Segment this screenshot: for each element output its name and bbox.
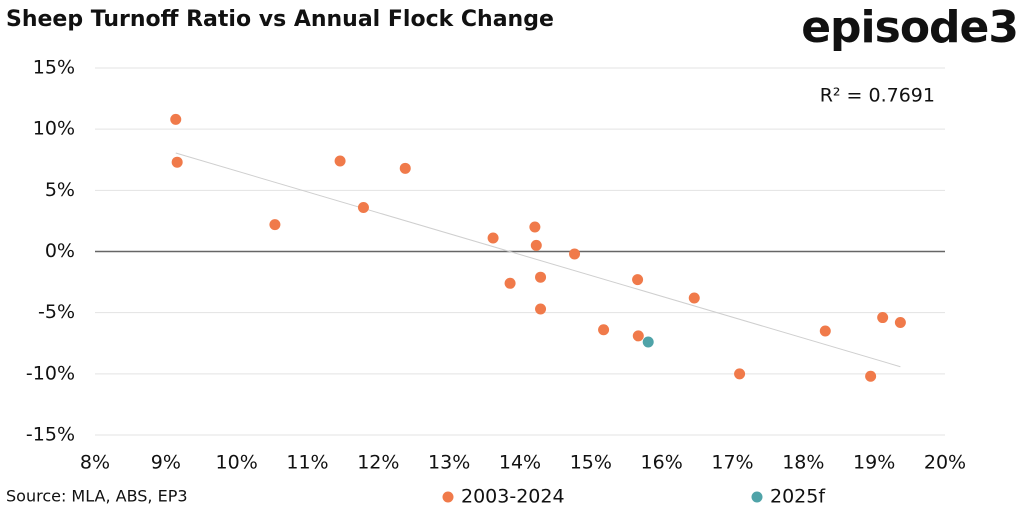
point	[535, 303, 547, 315]
y-tick-label: 5%	[45, 179, 75, 201]
x-tick-label: 9%	[151, 452, 181, 474]
trendline	[175, 152, 901, 368]
x-tick-label: 8%	[80, 452, 110, 474]
point	[357, 201, 369, 213]
x-tick-label: 15%	[570, 452, 612, 474]
point	[632, 274, 644, 286]
point	[487, 232, 499, 244]
logo: episode3	[801, 2, 1018, 53]
point	[170, 113, 182, 125]
point	[819, 325, 831, 337]
x-tick-label: 18%	[782, 452, 824, 474]
point	[569, 248, 581, 260]
y-tick-label: 10%	[33, 118, 75, 140]
point	[734, 368, 746, 380]
x-tick-label: 12%	[357, 452, 399, 474]
y-tick-label: 0%	[45, 240, 75, 262]
point	[269, 219, 281, 231]
point	[632, 330, 644, 342]
point	[894, 316, 906, 328]
y-tick-label: -10%	[26, 362, 75, 384]
point	[399, 162, 411, 174]
x-tick-label: 19%	[853, 452, 895, 474]
y-tick-label: -15%	[26, 424, 75, 446]
legend-marker	[442, 491, 454, 503]
point	[865, 370, 877, 382]
x-tick-label: 17%	[711, 452, 753, 474]
point	[530, 239, 542, 251]
point	[535, 271, 547, 283]
point	[877, 312, 889, 324]
x-tick-label: 14%	[499, 452, 541, 474]
point	[529, 221, 541, 233]
x-tick-label: 11%	[286, 452, 328, 474]
x-tick-label: 20%	[924, 452, 966, 474]
point	[688, 292, 700, 304]
chart-title: Sheep Turnoff Ratio vs Annual Flock Chan…	[6, 7, 554, 32]
x-tick-label: 10%	[216, 452, 258, 474]
r-squared: R² = 0.7691	[820, 85, 935, 107]
x-tick-label: 16%	[641, 452, 683, 474]
point	[642, 336, 654, 348]
point	[171, 156, 183, 168]
legend-marker	[751, 491, 763, 503]
legend-label: 2025f	[770, 486, 826, 508]
point	[334, 155, 346, 167]
source: Source: MLA, ABS, EP3	[6, 487, 188, 506]
y-tick-label: -5%	[38, 301, 75, 323]
legend-label: 2003-2024	[461, 486, 565, 508]
x-tick-label: 13%	[428, 452, 470, 474]
point	[504, 277, 516, 289]
y-tick-label: 15%	[33, 57, 75, 79]
point	[598, 324, 610, 336]
